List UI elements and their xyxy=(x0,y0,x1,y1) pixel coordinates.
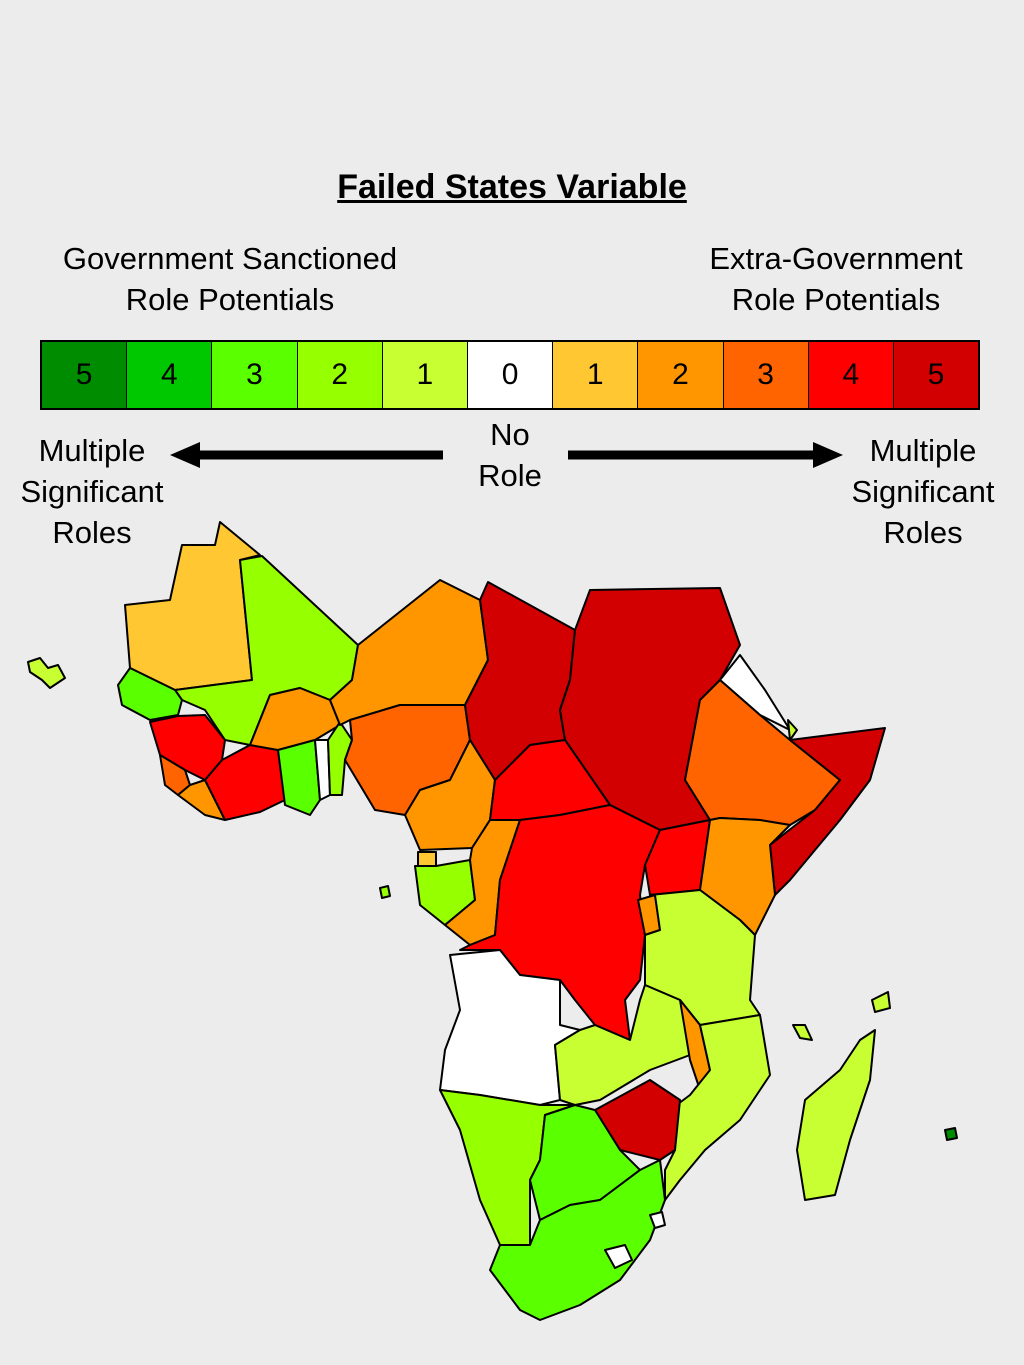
scale-cell-gov-4: 4 xyxy=(127,342,213,408)
scale-cell-gov-2: 2 xyxy=(297,342,383,408)
scale-cell-extra-1: 1 xyxy=(553,342,639,408)
multiple-left-line-1: Multiple xyxy=(38,433,146,468)
scale-cell-gov-1: 1 xyxy=(382,342,468,408)
scale-cell-extra-4: 4 xyxy=(808,342,894,408)
multiple-right-line-1: Multiple xyxy=(869,433,977,468)
scale-cell-extra-3: 3 xyxy=(723,342,809,408)
region-mauritius xyxy=(944,1127,958,1141)
region-mauritania xyxy=(124,521,261,691)
region-sao-tome xyxy=(379,885,391,899)
region-equatorial-guinea xyxy=(417,851,437,867)
extra-government-heading: Extra-Government Role Potentials xyxy=(660,238,1012,320)
region-cape-verde xyxy=(27,657,66,689)
government-heading-line-2: Role Potentials xyxy=(125,282,335,317)
region-south-africa xyxy=(489,1159,666,1321)
region-comoros xyxy=(792,1024,813,1041)
region-ghana xyxy=(277,739,321,816)
region-ethiopia xyxy=(684,679,841,826)
scale-cell-extra-2: 2 xyxy=(638,342,724,408)
scale-cell-extra-5: 5 xyxy=(893,342,979,408)
region-lesotho xyxy=(604,1244,633,1269)
scale-cell-none-0: 0 xyxy=(467,342,554,408)
no-role-line-1: No xyxy=(490,417,530,452)
government-heading-line-1: Government Sanctioned xyxy=(62,241,398,276)
extra-government-heading-line-1: Extra-Government xyxy=(709,241,963,276)
multiple-left-line-2: Significant xyxy=(20,474,164,509)
region-senegal xyxy=(117,667,183,721)
multiple-roles-left-label: Multiple Significant Roles xyxy=(0,430,187,553)
arrow-right-icon xyxy=(568,442,843,468)
region-swaziland xyxy=(649,1211,666,1229)
extra-government-heading-line-2: Role Potentials xyxy=(731,282,941,317)
legend-title: Failed States Variable xyxy=(337,168,687,206)
multiple-right-line-2: Significant xyxy=(851,474,995,509)
region-seychelles xyxy=(871,991,891,1013)
no-role-line-2: Role xyxy=(478,458,542,493)
region-somalia xyxy=(769,727,886,896)
region-djibouti xyxy=(787,719,798,741)
scale-cell-gov-5: 5 xyxy=(42,342,128,408)
multiple-right-line-3: Roles xyxy=(883,515,963,550)
multiple-left-line-3: Roles xyxy=(52,515,132,550)
government-sanctioned-heading: Government Sanctioned Role Potentials xyxy=(30,238,430,320)
arrow-left-icon xyxy=(170,442,443,468)
no-role-label: No Role xyxy=(460,414,560,496)
color-scale: 5 4 3 2 1 0 1 2 3 4 5 xyxy=(40,340,980,410)
scale-cell-gov-3: 3 xyxy=(212,342,298,408)
region-madagascar xyxy=(796,1029,876,1201)
africa-map xyxy=(27,521,958,1321)
multiple-roles-right-label: Multiple Significant Roles xyxy=(828,430,1018,553)
